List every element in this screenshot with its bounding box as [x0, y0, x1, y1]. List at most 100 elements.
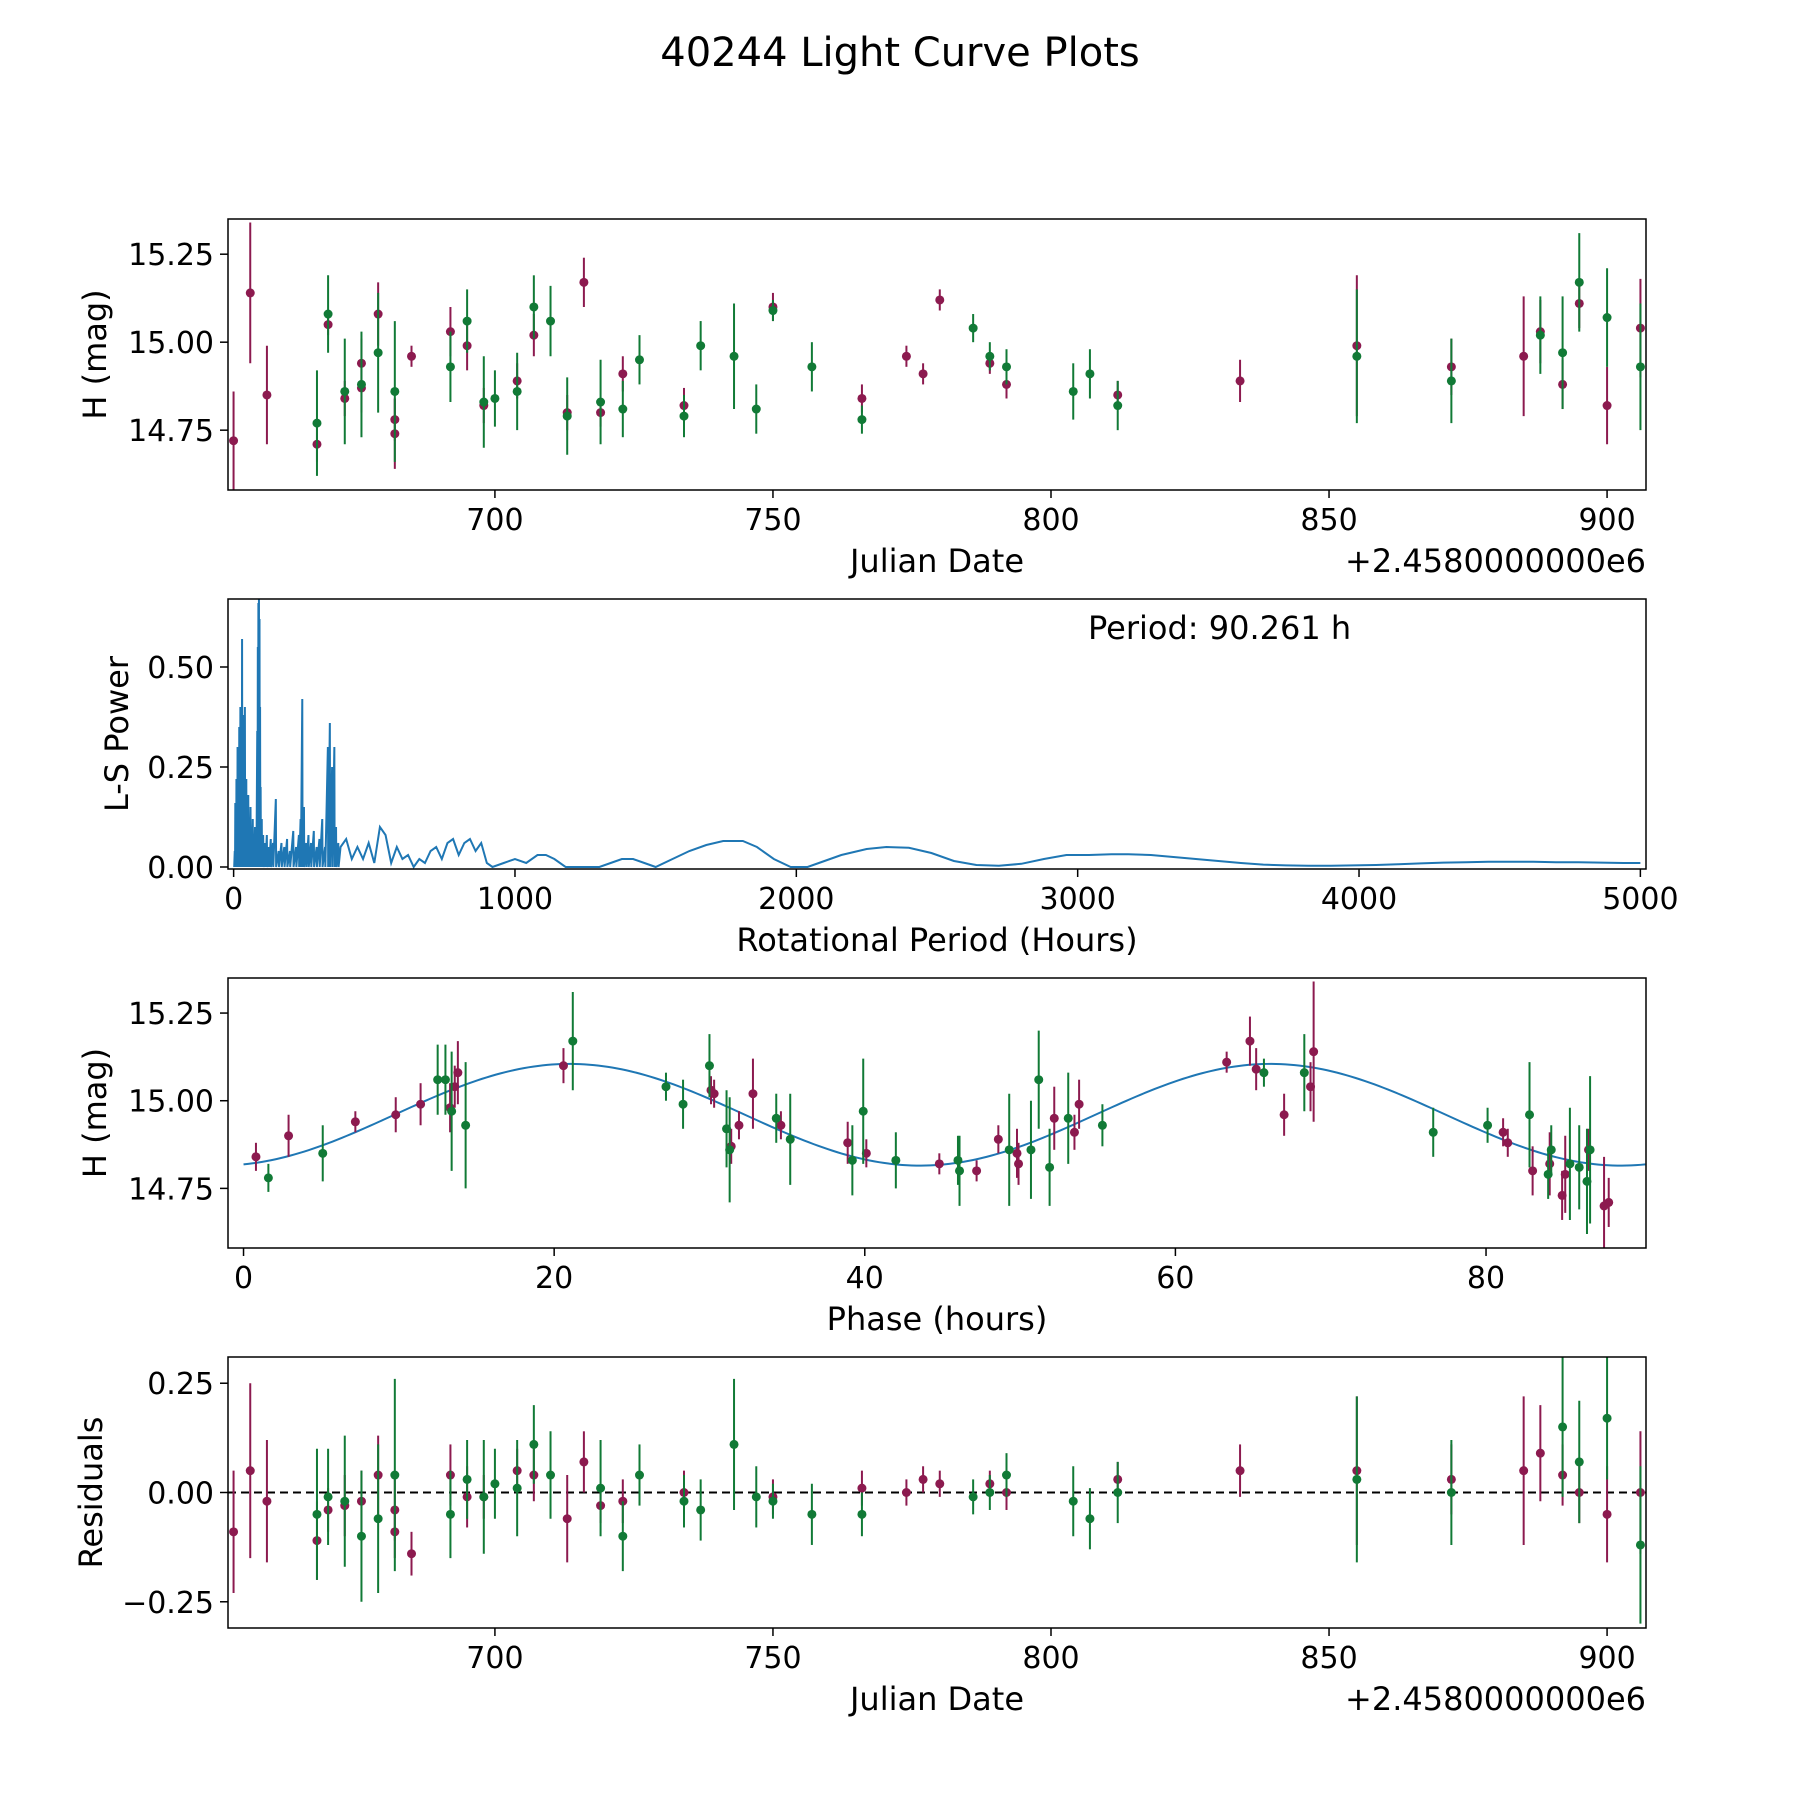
data-point-green: [678, 1099, 688, 1109]
data-point-maroon: [1251, 1064, 1261, 1074]
data-point-maroon: [1602, 401, 1612, 411]
data-point-green: [1602, 1413, 1612, 1423]
y-tick-label: 14.75: [128, 414, 214, 449]
data-point-maroon: [618, 369, 628, 379]
data-point-maroon: [262, 390, 272, 400]
data-point-green: [768, 306, 778, 316]
data-point-green: [1535, 330, 1545, 340]
y-axis-label: H (mag): [76, 289, 114, 419]
period-annotation: Period: 90.261 h: [1088, 609, 1351, 647]
data-point-green: [529, 302, 539, 312]
data-point-maroon: [935, 1479, 945, 1489]
x-tick-label: 4000: [1321, 882, 1397, 917]
data-point-green: [634, 1470, 644, 1480]
data-point-green: [1002, 1470, 1012, 1480]
x-tick-label: 850: [1300, 1641, 1357, 1676]
data-point-maroon: [857, 1483, 867, 1493]
data-point-green: [751, 1492, 761, 1502]
data-point-green: [1558, 1422, 1568, 1432]
y-tick-label: 0.00: [147, 1477, 214, 1512]
data-point-maroon: [251, 1152, 261, 1162]
x-tick-label: 800: [1022, 1641, 1079, 1676]
data-point-green: [445, 1509, 455, 1519]
data-point-green: [1574, 1457, 1584, 1467]
data-point-green: [857, 1509, 867, 1519]
data-point-maroon: [453, 1068, 463, 1078]
data-point-maroon: [934, 1159, 944, 1169]
data-point-green: [661, 1082, 671, 1092]
data-point-green: [390, 386, 400, 396]
data-point-green: [1352, 1474, 1362, 1484]
data-point-green: [1635, 1540, 1645, 1550]
data-point-maroon: [901, 351, 911, 361]
data-point-maroon: [748, 1089, 758, 1099]
data-point-green: [985, 351, 995, 361]
data-point-maroon: [1012, 1148, 1022, 1158]
y-axis-label: L-S Power: [98, 655, 136, 812]
periodogram-line: [233, 599, 1641, 869]
data-point-green: [312, 1509, 322, 1519]
data-point-green: [512, 1483, 522, 1493]
data-point-maroon: [1014, 1159, 1024, 1169]
data-point-green: [1068, 386, 1078, 396]
x-tick-label: 40: [846, 1261, 884, 1296]
data-point-green: [1034, 1075, 1044, 1085]
model-curve: [243, 1062, 1646, 1167]
y-axis-label: Residuals: [72, 1417, 110, 1569]
data-point-green: [1113, 401, 1123, 411]
data-point-green: [618, 1531, 628, 1541]
x-tick-label: 0: [224, 882, 243, 917]
data-point-green: [1446, 1488, 1456, 1497]
data-point-green: [1428, 1127, 1438, 1137]
data-point-maroon: [993, 1134, 1003, 1144]
data-point-maroon: [1519, 351, 1529, 361]
data-point-maroon: [1535, 1448, 1545, 1458]
data-point-green: [968, 1492, 978, 1502]
data-point-green: [1259, 1068, 1269, 1078]
data-point-green: [679, 411, 689, 421]
y-tick-label: 15.25: [128, 997, 214, 1032]
data-point-maroon: [843, 1138, 853, 1148]
data-point-maroon: [1560, 1169, 1570, 1179]
data-point-green: [1004, 1145, 1014, 1155]
data-point-maroon: [579, 277, 589, 287]
x-tick-label: 750: [744, 1641, 801, 1676]
data-point-maroon: [1545, 1159, 1555, 1169]
data-point-green: [1085, 1514, 1095, 1524]
data-point-green: [1045, 1162, 1055, 1172]
data-point-green: [771, 1113, 781, 1123]
y-tick-label: 14.75: [128, 1172, 214, 1207]
data-point-maroon: [229, 1527, 239, 1537]
data-point-maroon: [1279, 1110, 1289, 1120]
data-point-green: [546, 316, 556, 326]
x-tick-label: 1000: [477, 882, 553, 917]
data-point-green: [490, 393, 500, 403]
data-point-green: [807, 1509, 817, 1519]
data-point-green: [729, 1439, 739, 1449]
data-point-green: [447, 1106, 457, 1116]
data-point-green: [356, 1531, 366, 1541]
x-tick-label: 60: [1156, 1261, 1194, 1296]
x-tick-label: 0: [234, 1261, 253, 1296]
data-point-green: [479, 397, 489, 407]
data-point-maroon: [391, 1110, 401, 1120]
data-point-maroon: [734, 1120, 744, 1130]
data-point-green: [634, 355, 644, 365]
data-point-green: [1085, 369, 1095, 379]
data-point-green: [968, 323, 978, 333]
data-point-green: [568, 1036, 578, 1046]
x-tick-label: 3000: [1039, 882, 1115, 917]
data-point-maroon: [918, 369, 928, 379]
data-point-green: [440, 1075, 450, 1085]
data-point-maroon: [407, 351, 417, 361]
data-point-maroon: [262, 1496, 272, 1506]
data-point-green: [340, 1496, 350, 1506]
data-point-maroon: [1235, 1466, 1245, 1476]
axes-frame: [227, 977, 1647, 1249]
data-point-maroon: [229, 436, 239, 446]
x-offset-label: +2.4580000000e6: [1345, 542, 1646, 580]
data-point-green: [1483, 1120, 1493, 1130]
data-point-green: [1574, 277, 1584, 287]
y-tick-label: 15.00: [128, 326, 214, 361]
